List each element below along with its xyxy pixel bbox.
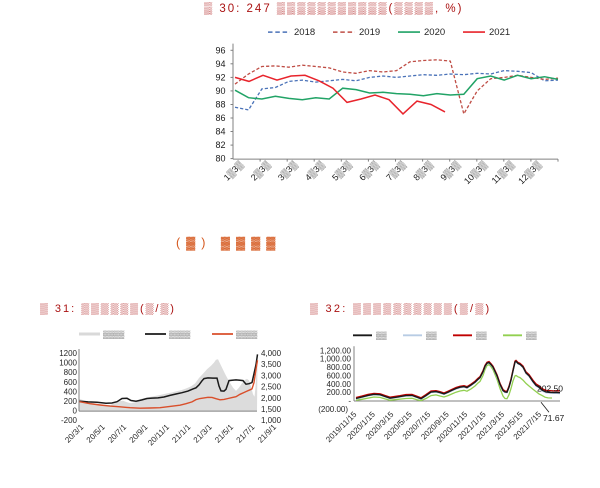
svg-text:92: 92 (215, 73, 225, 83)
svg-text:▒▒: ▒▒ (526, 330, 537, 339)
svg-text:84: 84 (215, 127, 225, 137)
svg-text:-200: -200 (61, 416, 78, 425)
svg-text:2021: 2021 (489, 27, 510, 38)
svg-text:400: 400 (64, 387, 78, 396)
svg-text:202.50: 202.50 (537, 383, 563, 393)
svg-text:2019: 2019 (359, 27, 380, 38)
svg-text:600: 600 (64, 378, 78, 387)
svg-text:4,000: 4,000 (261, 349, 282, 358)
svg-text:2,000: 2,000 (261, 394, 282, 403)
svg-text:▒▒: ▒▒ (376, 330, 387, 339)
svg-text:▒▒: ▒▒ (476, 330, 487, 339)
svg-text:400.00: 400.00 (327, 379, 352, 388)
svg-text:▒▒: ▒▒ (426, 330, 437, 339)
svg-text:600.00: 600.00 (327, 371, 352, 380)
svg-text:94: 94 (215, 59, 225, 69)
svg-text:800: 800 (64, 368, 78, 377)
svg-text:-: - (348, 396, 351, 405)
svg-text:200: 200 (64, 397, 78, 406)
svg-text:2,500: 2,500 (261, 383, 282, 392)
svg-text:71.67: 71.67 (543, 412, 565, 422)
svg-text:3,000: 3,000 (261, 371, 282, 380)
svg-text:86: 86 (215, 113, 225, 123)
svg-text:200.00: 200.00 (327, 388, 352, 397)
svg-text:90: 90 (215, 86, 225, 96)
svg-text:2018: 2018 (294, 27, 315, 38)
svg-text:3,500: 3,500 (261, 360, 282, 369)
svg-text:1,000: 1,000 (261, 416, 282, 425)
svg-text:▒▒▒▒: ▒▒▒▒ (236, 330, 258, 339)
svg-text:▒▒▒▒: ▒▒▒▒ (103, 330, 125, 339)
svg-text:1200: 1200 (59, 349, 77, 358)
svg-text:0: 0 (73, 407, 78, 416)
svg-text:1,200.00: 1,200.00 (320, 346, 352, 355)
svg-text:82: 82 (215, 140, 225, 150)
svg-text:▒▒▒▒: ▒▒▒▒ (169, 330, 191, 339)
svg-text:2020: 2020 (424, 27, 445, 38)
svg-text:1000: 1000 (59, 359, 77, 368)
svg-text:80: 80 (215, 154, 225, 164)
svg-text:(200.00): (200.00) (318, 405, 348, 414)
svg-text:1,500: 1,500 (261, 405, 282, 414)
svg-text:96: 96 (215, 46, 225, 56)
svg-text:88: 88 (215, 100, 225, 110)
svg-text:1,000.00: 1,000.00 (320, 354, 352, 363)
svg-text:800.00: 800.00 (327, 363, 352, 372)
